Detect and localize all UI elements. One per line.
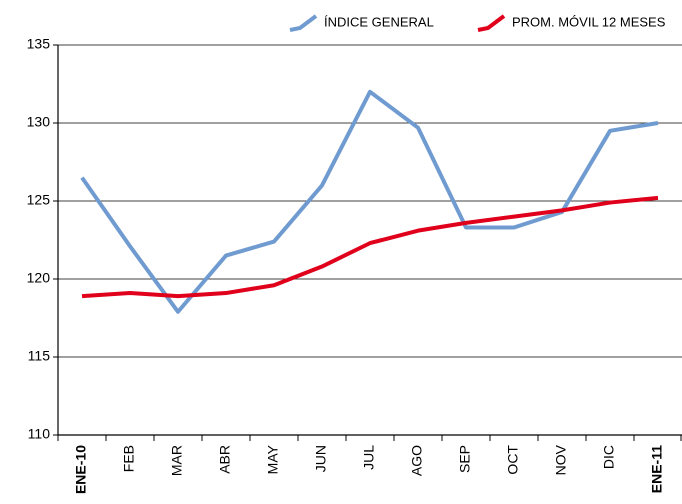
x-tick-label: JUL: [361, 445, 377, 470]
x-tick-label: ENE-10: [73, 445, 89, 494]
legend-label: PROM. MÓVIL 12 MESES: [512, 14, 666, 29]
legend-icon: [477, 14, 506, 32]
x-tick-label: ABR: [217, 445, 233, 474]
x-tick-label: JUN: [313, 445, 329, 472]
y-tick-label: 120: [27, 270, 51, 286]
x-tick-label: MAR: [169, 445, 185, 476]
x-tick-label: OCT: [505, 445, 521, 475]
y-tick-label: 115: [28, 348, 51, 364]
y-tick-label: 110: [28, 426, 51, 442]
x-tick-label: ENE-11: [649, 445, 665, 493]
x-tick-label: SEP: [457, 445, 473, 473]
x-tick-label: NOV: [553, 444, 569, 475]
x-tick-label: DIC: [601, 445, 617, 469]
y-tick-label: 135: [27, 36, 51, 52]
x-tick-label: MAY: [265, 444, 281, 474]
x-tick-label: FEB: [121, 445, 137, 472]
x-tick-label: AGO: [409, 445, 425, 476]
y-tick-label: 130: [27, 114, 51, 130]
legend-label: ÍNDICE GENERAL: [324, 14, 434, 29]
y-tick-label: 125: [27, 192, 51, 208]
series-line: [81, 195, 659, 299]
legend-icon: [289, 14, 318, 32]
